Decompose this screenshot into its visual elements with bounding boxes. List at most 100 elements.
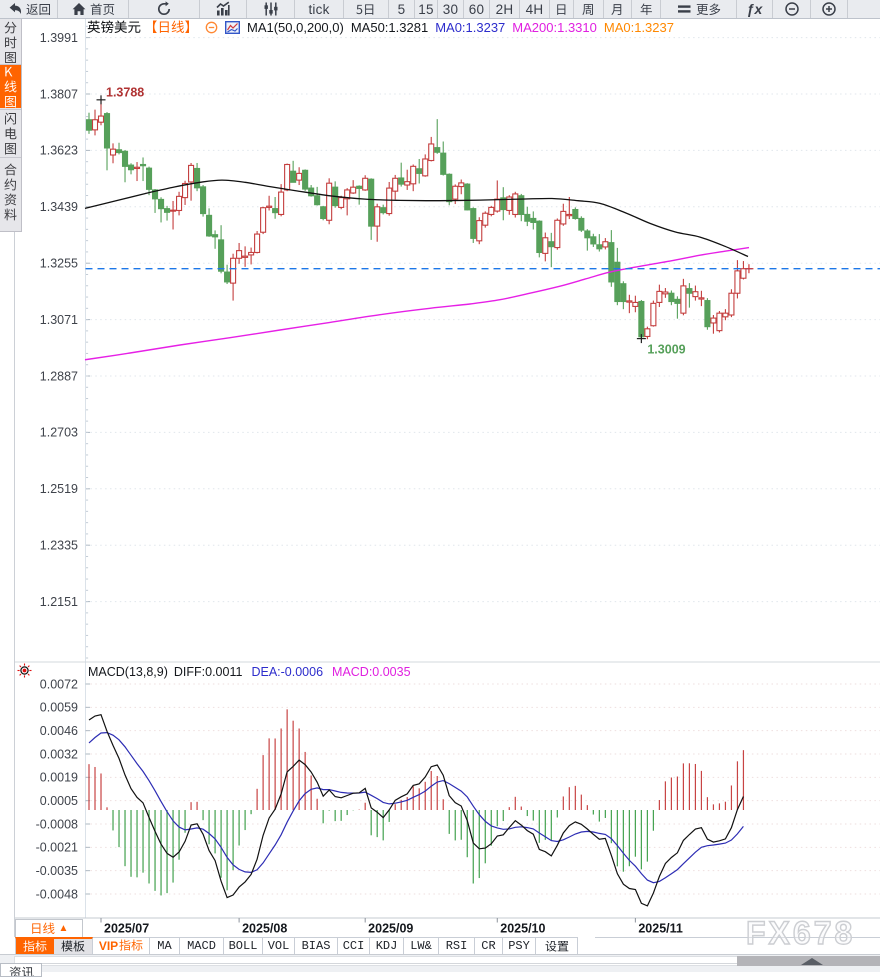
candle	[513, 192, 518, 218]
macd-diff-value: DIFF:0.0011	[174, 665, 243, 679]
toolbar-button-month[interactable]	[604, 0, 632, 18]
back-icon	[7, 1, 23, 17]
tab-news[interactable]	[0, 963, 42, 977]
toolbar-button-day[interactable]	[550, 0, 574, 18]
tab-macd[interactable]: MACD	[180, 937, 224, 954]
candle	[429, 137, 434, 162]
macd-plot	[89, 709, 743, 906]
mini-chart-icon[interactable]	[225, 21, 240, 34]
macd-axis-label: 0.0005	[40, 794, 78, 808]
tab-label-cr: CR	[481, 939, 495, 953]
candle	[423, 154, 428, 176]
toolbar-button-tick[interactable]: tick	[295, 0, 344, 18]
low-annotation: 1.3009	[647, 343, 685, 357]
candle	[639, 300, 644, 339]
toolbar-button-zoom-in[interactable]	[811, 0, 848, 18]
toolbar-button-more[interactable]	[661, 0, 737, 18]
toolbar-button-indicator-settings[interactable]	[247, 0, 295, 18]
candle	[165, 206, 170, 221]
tab-boll[interactable]: BOLL	[224, 937, 263, 954]
candle	[123, 150, 128, 182]
sidebar-item-time-chart[interactable]	[0, 21, 21, 63]
toolbar-label-day	[555, 3, 568, 16]
sidebar-separator	[0, 157, 21, 158]
candle	[615, 248, 620, 305]
candle	[597, 234, 602, 251]
candle	[741, 261, 746, 279]
hot-indicator-icon[interactable]	[17, 663, 32, 683]
sidebar-item-contract-info[interactable]	[0, 160, 21, 226]
watermark: FX678	[746, 915, 855, 952]
tab-cci[interactable]: CCI	[338, 937, 370, 954]
candle	[351, 180, 356, 194]
candle	[525, 207, 530, 226]
sidebar-item-kline-chart[interactable]	[0, 65, 21, 108]
toolbar-button-m60[interactable]: 60	[464, 0, 490, 18]
price-axis-label: 1.2335	[40, 539, 78, 553]
toolbar-label-fx: ƒx	[747, 1, 763, 17]
candle	[717, 311, 722, 332]
toolbar-button-h4[interactable]: 4H	[520, 0, 550, 18]
toolbar-button-back[interactable]	[0, 0, 58, 18]
toolbar-button-chart-type[interactable]	[200, 0, 247, 18]
tab-label-cci: CCI	[343, 939, 365, 953]
tab-vol[interactable]: VOL	[263, 937, 295, 954]
tab-bias[interactable]: BIAS	[295, 937, 338, 954]
candle	[405, 170, 410, 190]
chart-type-sidebar	[0, 18, 22, 232]
candle	[363, 175, 368, 191]
candle	[687, 283, 692, 308]
period-selector-label	[30, 922, 55, 935]
tab-rsi[interactable]: RSI	[439, 937, 475, 954]
tab-label-bias: BIAS	[302, 939, 331, 953]
expand-panel-icon[interactable]	[801, 958, 823, 965]
tab-indicators[interactable]	[15, 937, 54, 954]
toolbar-button-m30[interactable]: 30	[438, 0, 464, 18]
toolbar-button-m15[interactable]: 15	[415, 0, 438, 18]
tab-ma[interactable]: MA	[150, 937, 180, 954]
tab-cr[interactable]: CR	[475, 937, 503, 954]
tab-lw[interactable]: LW&	[404, 937, 439, 954]
candle	[387, 182, 392, 216]
toolbar-button-refresh[interactable]	[129, 0, 200, 18]
candle	[117, 143, 122, 155]
toolbar-label-5d	[356, 3, 375, 16]
ma200-value: MA200:1.3310	[512, 20, 597, 35]
toolbar-button-h2[interactable]: 2H	[490, 0, 520, 18]
sidebar-item-lightning-chart[interactable]	[0, 111, 21, 156]
toolbar-button-5d[interactable]	[344, 0, 389, 18]
candle	[537, 220, 542, 257]
tab-psy[interactable]: PSY	[503, 937, 536, 954]
candle	[177, 192, 182, 216]
toolbar-button-m5[interactable]: 5	[389, 0, 415, 18]
period-selector[interactable]: ▲	[15, 919, 83, 938]
period-label	[144, 20, 198, 34]
toolbar-button-year[interactable]	[632, 0, 661, 18]
candle	[375, 204, 380, 242]
macd-dea-value: DEA:-0.0006	[251, 665, 323, 679]
tab-settings[interactable]	[536, 937, 578, 954]
collapse-indicator-icon[interactable]	[205, 21, 218, 34]
candle	[255, 231, 260, 253]
toolbar-button-home[interactable]	[58, 0, 129, 18]
price-axis-label: 1.3991	[40, 31, 78, 45]
tab-label-vol: VOL	[268, 939, 290, 953]
tab-templates[interactable]	[54, 937, 93, 954]
tab-vip-indicators[interactable]: VIP	[93, 937, 150, 954]
tab-label-ma: MA	[157, 939, 171, 953]
toolbar-button-week[interactable]	[574, 0, 604, 18]
candle	[129, 163, 134, 174]
tab-kdj[interactable]: KDJ	[370, 937, 404, 954]
candle	[171, 201, 176, 230]
toolbar-button-fx[interactable]: ƒx	[737, 0, 773, 18]
macd-axis-label: 0.0072	[40, 677, 78, 691]
macd-params: MACD(13,8,9)	[88, 665, 168, 679]
price-axis-label: 1.2519	[40, 482, 78, 496]
candle	[591, 234, 596, 247]
candle	[291, 161, 296, 182]
candle	[465, 183, 470, 210]
toolbar-button-zoom-out[interactable]	[773, 0, 811, 18]
chart-bars-icon	[215, 1, 231, 17]
